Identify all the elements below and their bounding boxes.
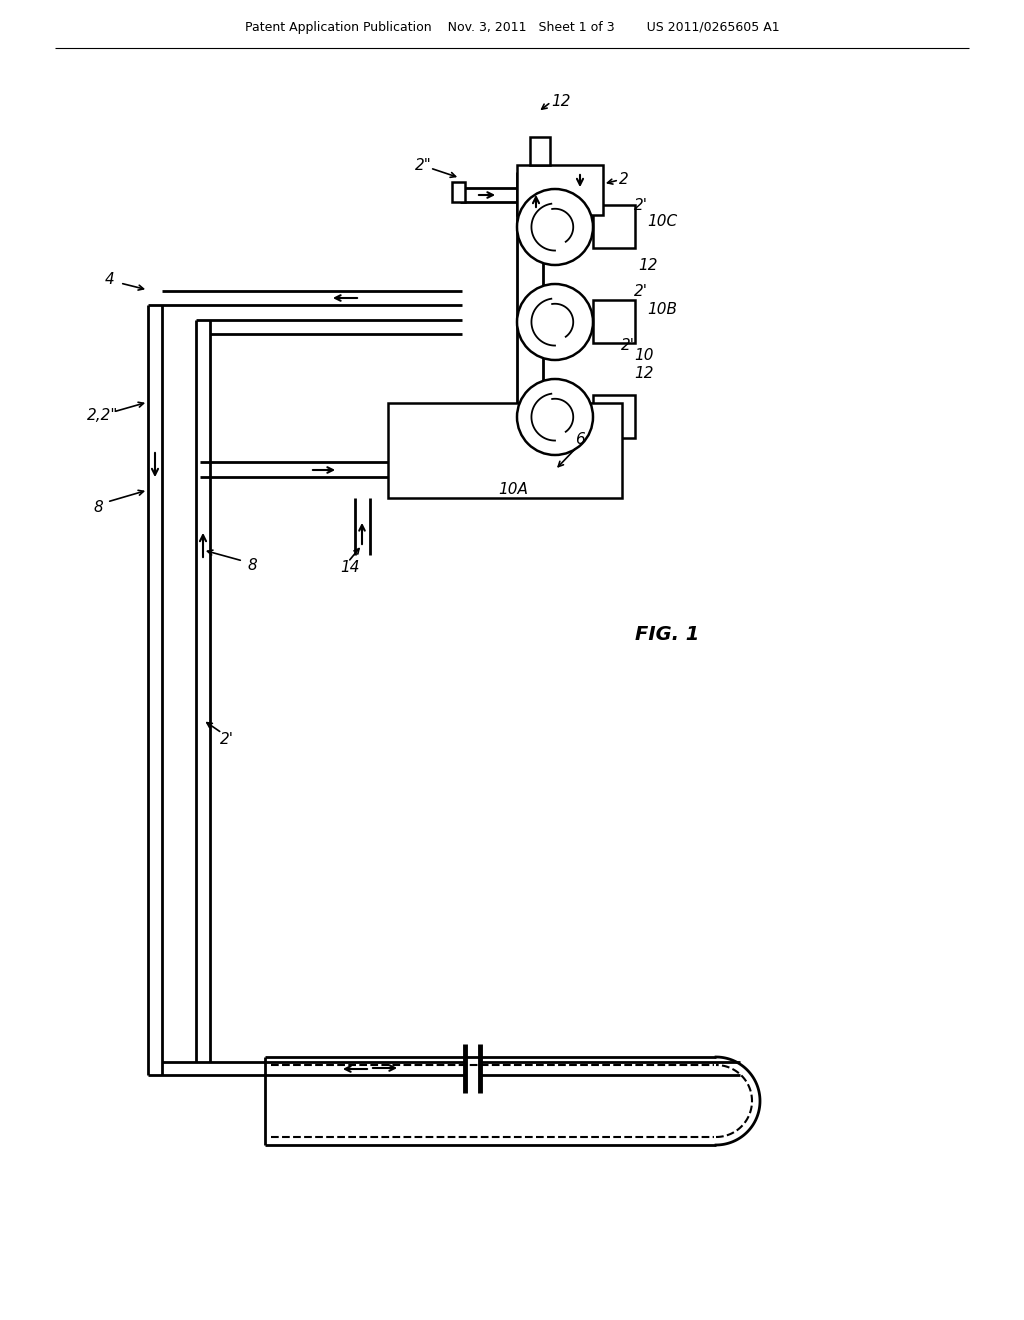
Text: 2': 2' [634, 198, 648, 213]
Text: 10B: 10B [647, 302, 677, 318]
Bar [593, 395, 635, 438]
Text: Patent Application Publication    Nov. 3, 2011   Sheet 1 of 3        US 2011/026: Patent Application Publication Nov. 3, 2… [245, 21, 779, 34]
Text: FIG. 1: FIG. 1 [635, 626, 699, 644]
Text: 10A: 10A [498, 483, 528, 498]
Text: 2,2": 2,2" [87, 408, 119, 422]
Text: 2": 2" [415, 157, 432, 173]
Text: 8: 8 [93, 499, 102, 515]
Text: 10: 10 [634, 347, 653, 363]
Text: 10C: 10C [647, 214, 677, 230]
Circle shape [517, 189, 593, 265]
Bar [452, 182, 465, 202]
Text: 2': 2' [634, 285, 648, 300]
Text: 12: 12 [634, 366, 653, 380]
Text: 2: 2 [618, 173, 629, 187]
Bar [530, 137, 550, 165]
Text: 2': 2' [621, 338, 635, 352]
Bar [388, 403, 622, 498]
Text: 2': 2' [220, 733, 234, 747]
Circle shape [517, 379, 593, 455]
Bar [517, 165, 603, 215]
Text: 12: 12 [638, 257, 657, 272]
Circle shape [517, 284, 593, 360]
Text: 4: 4 [105, 272, 115, 288]
Bar [593, 205, 635, 248]
Text: 14: 14 [340, 561, 359, 576]
Text: 12: 12 [551, 95, 570, 110]
Text: 8: 8 [248, 557, 258, 573]
Text: 6: 6 [575, 433, 585, 447]
Bar [593, 300, 635, 343]
